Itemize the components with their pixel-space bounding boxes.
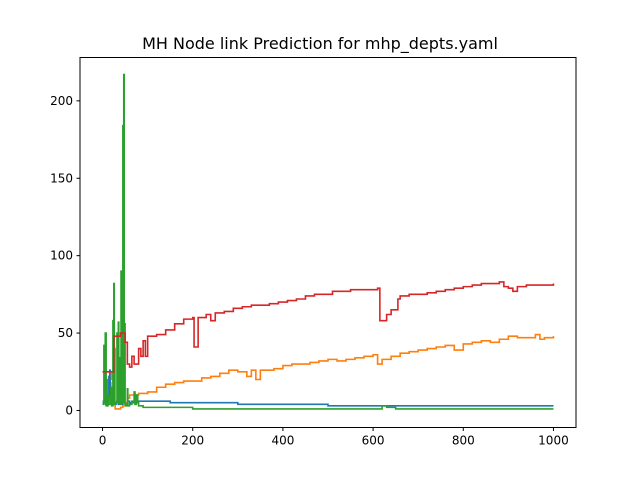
y-axis-ticks: 0 50 100 150 200 [50, 94, 80, 417]
plot-area-frame [79, 57, 577, 428]
chart-title: MH Node link Prediction for mhp_depts.ya… [142, 34, 498, 54]
y-tick-label: 150 [50, 171, 73, 185]
y-tick-label: 50 [58, 326, 73, 340]
x-tick-label: 600 [362, 434, 385, 448]
x-tick-label: 1000 [538, 434, 569, 448]
x-tick-label: 400 [271, 434, 294, 448]
x-tick-label: 800 [452, 434, 475, 448]
series-layer [102, 73, 555, 410]
x-axis-ticks: 0 200 400 600 800 1000 [99, 427, 569, 448]
series-line-2 [102, 333, 555, 410]
x-tick-label: 0 [99, 434, 107, 448]
y-tick-label: 200 [50, 94, 73, 108]
series-line-4 [102, 281, 555, 373]
x-tick-label: 200 [181, 434, 204, 448]
y-tick-label: 0 [65, 403, 73, 417]
y-tick-label: 100 [50, 249, 73, 263]
series-line-3 [102, 73, 554, 410]
